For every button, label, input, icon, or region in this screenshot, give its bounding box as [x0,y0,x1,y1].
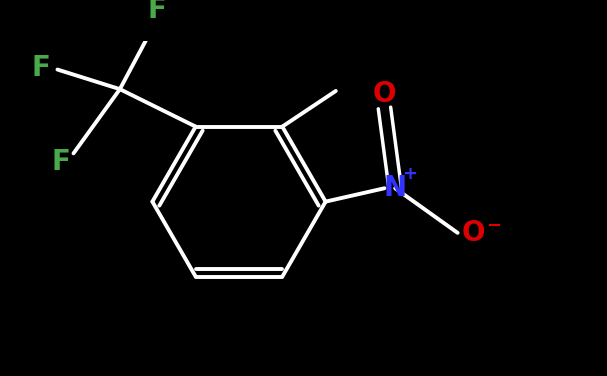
Text: F: F [148,0,167,24]
Text: O: O [462,219,486,247]
Text: F: F [52,148,70,176]
Text: −: − [486,217,501,235]
Text: N: N [384,174,407,202]
Text: F: F [32,54,51,82]
Text: O: O [373,80,396,108]
Text: +: + [402,165,417,183]
